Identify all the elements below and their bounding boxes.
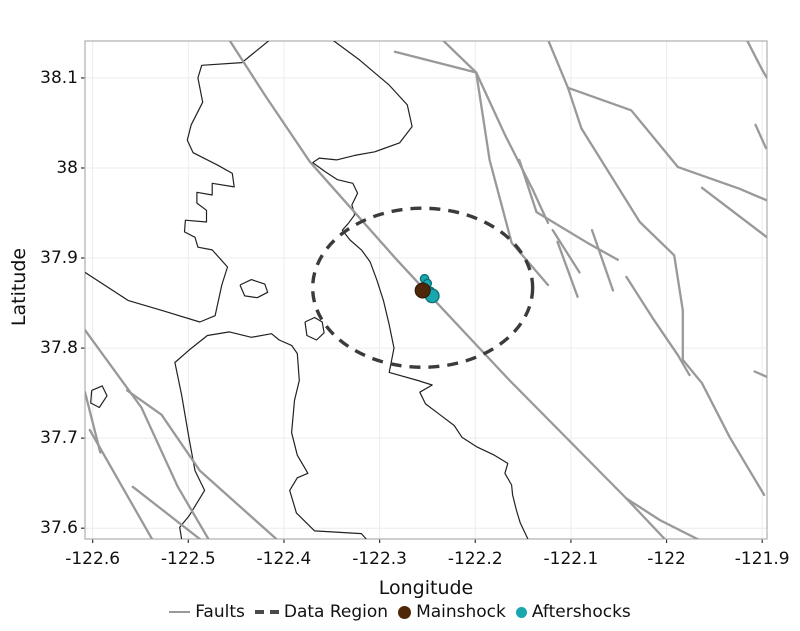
fault-line [518, 158, 619, 261]
fault-line [556, 240, 579, 298]
legend-label: Faults [195, 602, 245, 622]
y-tick-label: 37.8 [40, 338, 78, 359]
fault-line [625, 275, 691, 377]
aftershocks-legend-marker [515, 606, 527, 618]
coastline-path [312, 41, 529, 539]
x-tick-label: -122.4 [256, 549, 312, 569]
fault-line [228, 41, 666, 539]
fault-line [88, 428, 154, 539]
fault-line [547, 41, 766, 497]
fault-line [441, 41, 550, 287]
fault-line [590, 228, 615, 292]
fault-line [125, 389, 278, 539]
x-tick-label: -122.2 [447, 549, 503, 569]
data-region-legend-marker [254, 610, 279, 614]
x-tick-label: -122.6 [65, 549, 121, 569]
legend-item-mainshock: Mainshock [398, 602, 506, 622]
coastline-path [239, 279, 269, 299]
fault-line [131, 485, 201, 539]
legend-label: Aftershocks [531, 602, 631, 622]
x-tick-label: -122.1 [543, 549, 599, 569]
faults-legend-marker [169, 610, 191, 614]
panel-border [84, 40, 768, 540]
fault-line [746, 41, 767, 80]
data-region-ellipse [310, 206, 535, 369]
mainshock-legend-marker [398, 605, 412, 619]
x-tick-label: -121.9 [734, 549, 790, 569]
coastline-path [174, 331, 367, 539]
fault-line [566, 86, 767, 202]
fault-line [754, 123, 767, 150]
y-tick-label: 37.7 [40, 428, 78, 449]
fault-line [551, 228, 581, 274]
fault-line [625, 497, 700, 539]
y-tick-label: 37.9 [40, 248, 78, 269]
fault-line [393, 50, 478, 74]
fault-line [753, 370, 767, 379]
x-tick-label: -122.3 [352, 549, 407, 569]
axis-ticks [81, 77, 763, 543]
x-axis-title: Longitude [378, 577, 474, 599]
map-content [85, 41, 767, 539]
x-tick-label: -122.5 [160, 549, 216, 569]
y-tick-label: 38.1 [40, 67, 78, 88]
legend-label: Data Region [283, 602, 389, 622]
legend-item-faults: Faults [169, 602, 245, 622]
coastline-path [90, 385, 108, 409]
gridlines [85, 41, 767, 539]
fault-line [700, 186, 767, 239]
legend-item-aftershocks: Aftershocks [515, 602, 631, 622]
legend: Faults Data Region Mainshock Aftershocks [0, 600, 800, 624]
legend-item-data-region: Data Region [254, 602, 389, 622]
y-tick-label: 38 [56, 157, 78, 178]
mainshock-point [414, 282, 431, 299]
y-tick-label: 37.6 [40, 518, 78, 539]
coastline-path [85, 41, 270, 323]
legend-label: Mainshock [416, 602, 506, 622]
coastline-path [304, 316, 325, 341]
fault-line [475, 71, 550, 225]
fault-line [85, 328, 210, 539]
x-tick-label: -122 [647, 549, 686, 569]
